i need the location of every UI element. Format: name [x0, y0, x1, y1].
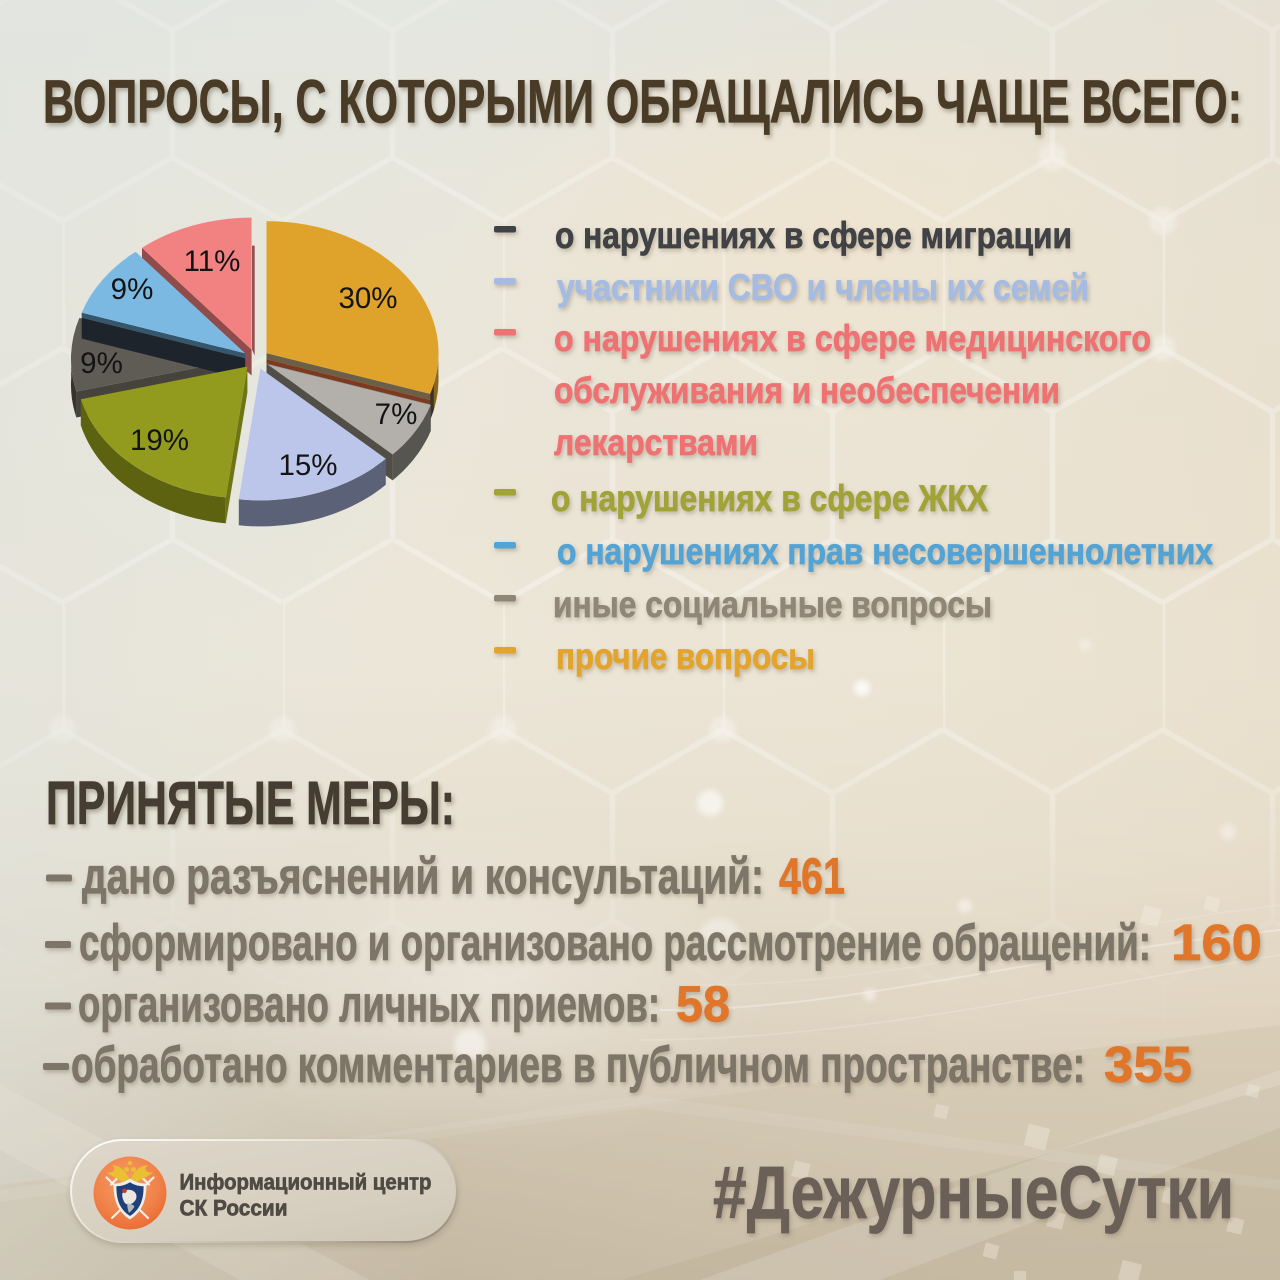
svg-text:11%: 11% — [184, 245, 241, 278]
svg-text:прочие вопросы: прочие вопросы — [556, 635, 815, 677]
svg-text:9%: 9% — [111, 273, 154, 306]
svg-text:19%: 19% — [130, 424, 189, 457]
svg-text:Информационный центр: Информационный центр — [180, 1169, 432, 1194]
svg-text:#ДежурныеСутки: #ДежурныеСутки — [713, 1151, 1234, 1234]
svg-text:дано разъяснений и консультаци: дано разъяснений и консультаций: — [82, 848, 764, 905]
svg-text:ВОПРОСЫ, С КОТОРЫМИ ОБРАЩАЛИСЬ: ВОПРОСЫ, С КОТОРЫМИ ОБРАЩАЛИСЬ ЧАЩЕ ВСЕГ… — [43, 68, 1242, 136]
svg-text:сформировано и организовано ра: сформировано и организовано рассмотрение… — [79, 914, 1151, 971]
svg-text:58: 58 — [676, 976, 730, 1033]
svg-text:о нарушениях в сфере ЖКХ: о нарушениях в сфере ЖКХ — [551, 477, 988, 519]
svg-text:7%: 7% — [375, 398, 418, 431]
svg-text:160: 160 — [1171, 914, 1262, 971]
svg-text:15%: 15% — [278, 449, 337, 482]
svg-text:461: 461 — [779, 848, 845, 905]
svg-text:иные социальные вопросы: иные социальные вопросы — [553, 583, 992, 625]
svg-text:участники СВО и члены их семей: участники СВО и члены их семей — [557, 266, 1089, 308]
svg-text:30%: 30% — [338, 282, 397, 315]
svg-text:организовано личных приемов:: организовано личных приемов: — [78, 976, 660, 1033]
svg-text:о нарушениях прав несовершенно: о нарушениях прав несовершеннолетних — [557, 530, 1213, 572]
svg-text:обслуживания и необеспечении: обслуживания и необеспечении — [554, 369, 1060, 411]
svg-text:355: 355 — [1104, 1036, 1192, 1093]
svg-text:лекарствами: лекарствами — [554, 421, 758, 463]
svg-text:о нарушениях в сфере медицинск: о нарушениях в сфере медицинского — [554, 317, 1151, 359]
svg-text:ПРИНЯТЫЕ МЕРЫ:: ПРИНЯТЫЕ МЕРЫ: — [46, 769, 455, 837]
svg-text:обработано комментариев в публ: обработано комментариев в публичном прос… — [71, 1036, 1085, 1093]
svg-text:9%: 9% — [80, 347, 123, 380]
svg-text:СК России: СК России — [180, 1196, 288, 1221]
svg-text:о нарушениях в сфере миграции: о нарушениях в сфере миграции — [555, 214, 1072, 256]
